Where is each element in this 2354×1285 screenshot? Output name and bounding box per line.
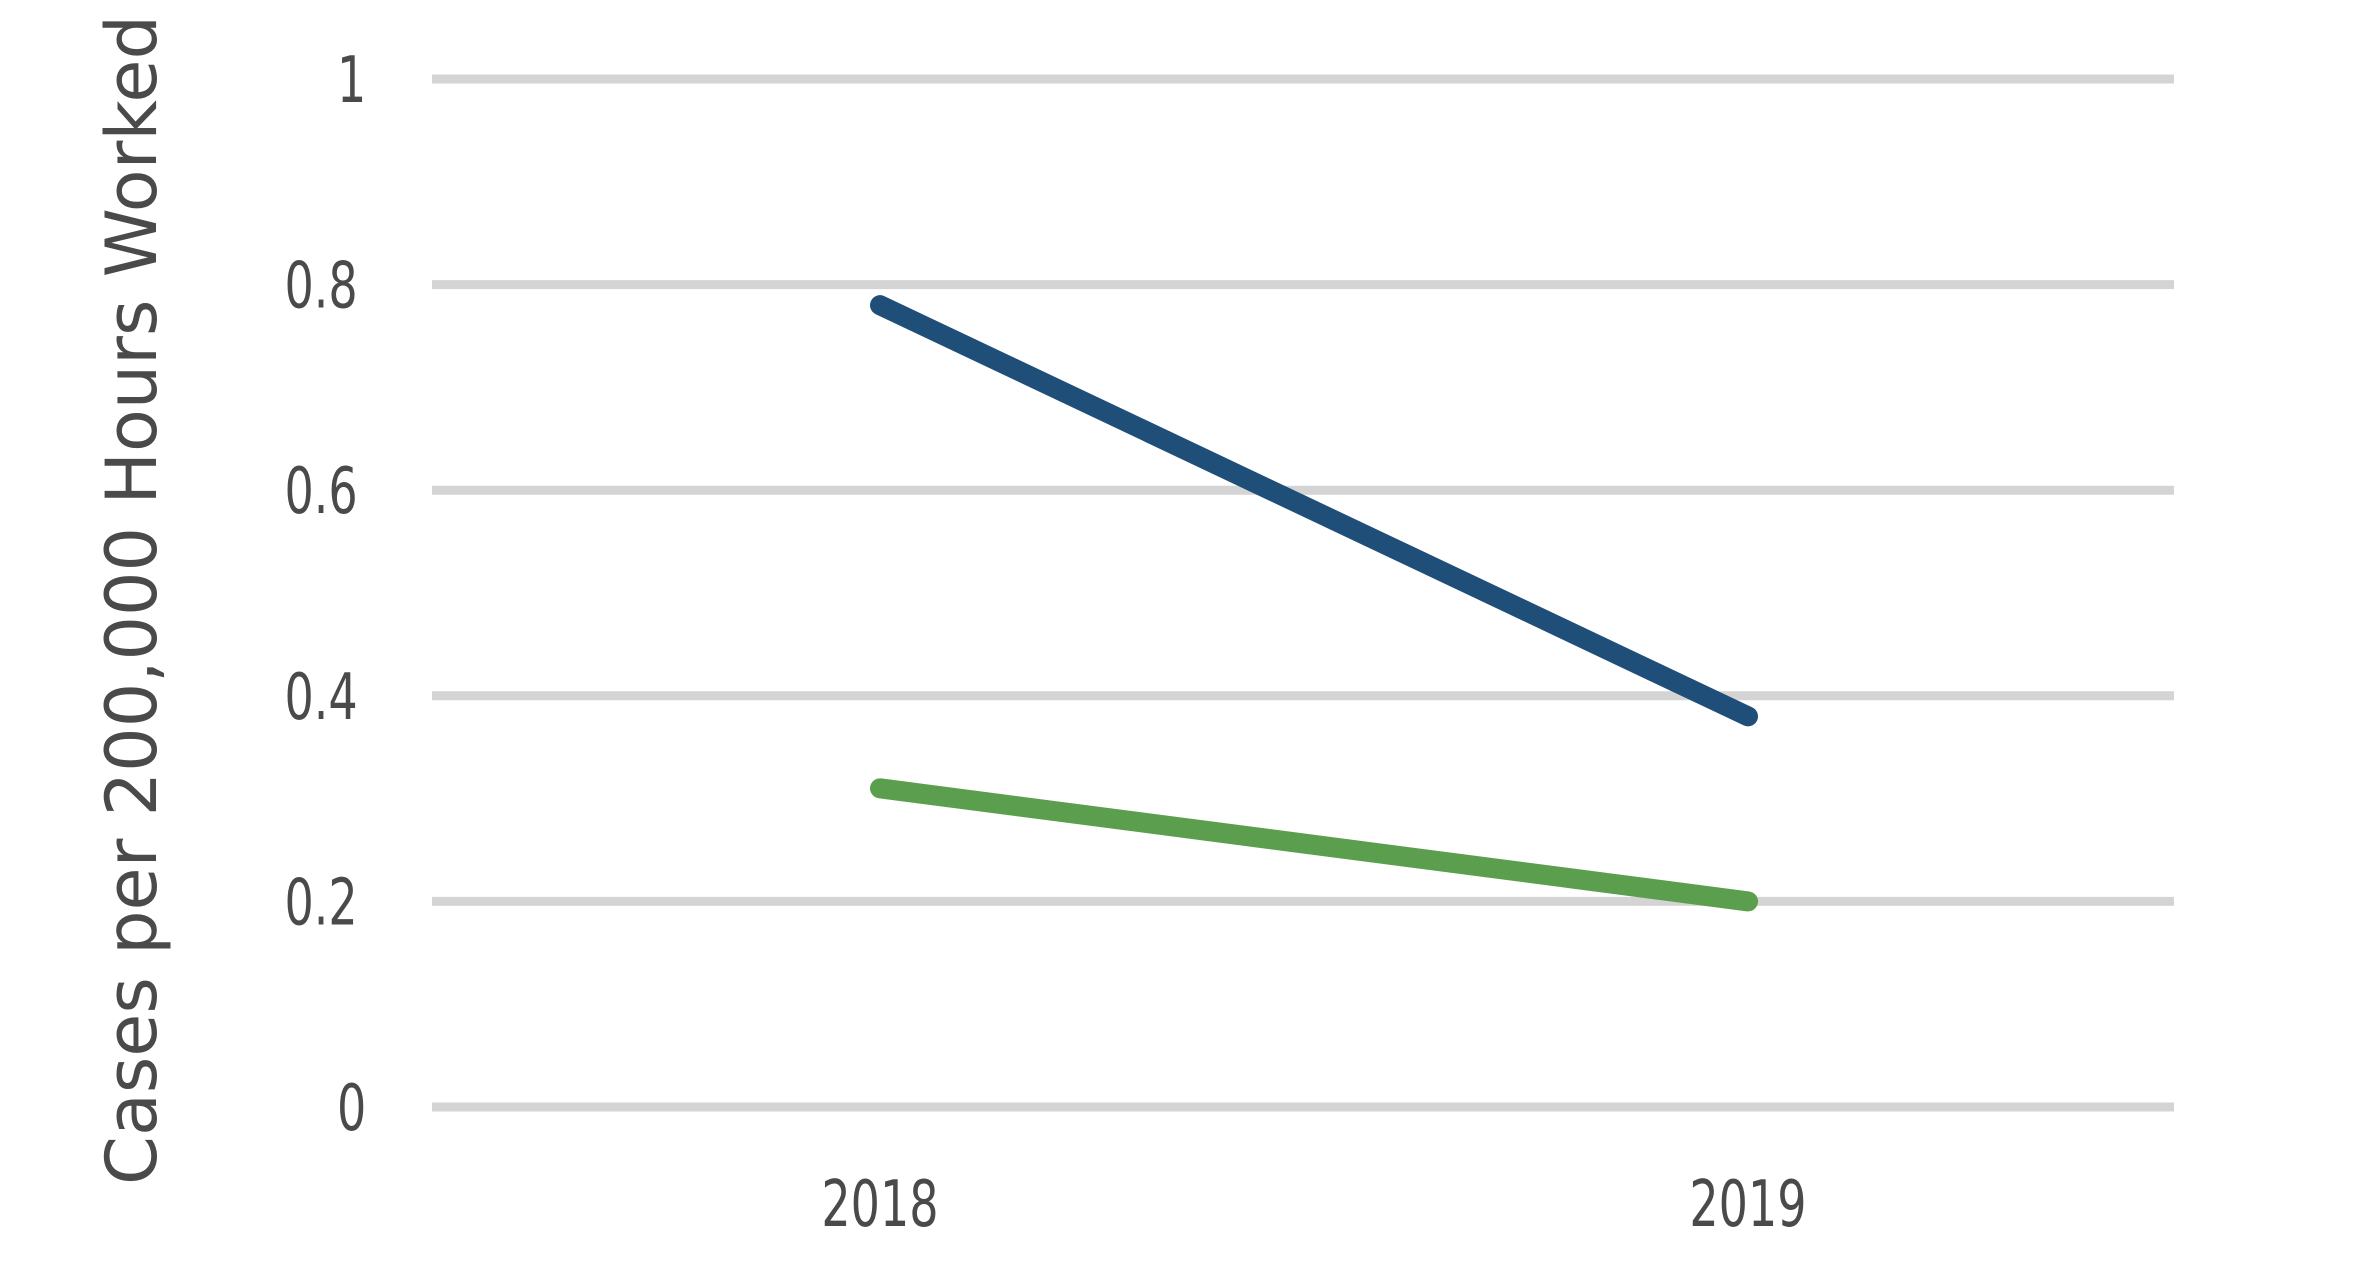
y-axis-label: Cases per 200,000 Hours Worked — [91, 15, 173, 1185]
series-lines — [870, 295, 1758, 912]
y-tick-label: 0 — [337, 1071, 366, 1146]
y-axis-ticks: 0 0.2 0.4 0.6 0.8 1 — [284, 43, 366, 1146]
gridlines — [432, 74, 2174, 1112]
y-tick-label: 0.6 — [284, 455, 357, 530]
x-tick-label: 2019 — [1689, 1167, 1806, 1242]
x-axis-ticks: 2018 2019 — [821, 1167, 1806, 1242]
x-tick-label: 2018 — [821, 1167, 938, 1242]
y-tick-label: 0.8 — [284, 249, 357, 324]
y-tick-label: 0.4 — [284, 660, 357, 735]
series-line-2 — [870, 778, 1758, 912]
series-line-1 — [870, 295, 1758, 727]
y-tick-label: 1 — [337, 43, 366, 118]
y-tick-label: 0.2 — [284, 866, 357, 941]
